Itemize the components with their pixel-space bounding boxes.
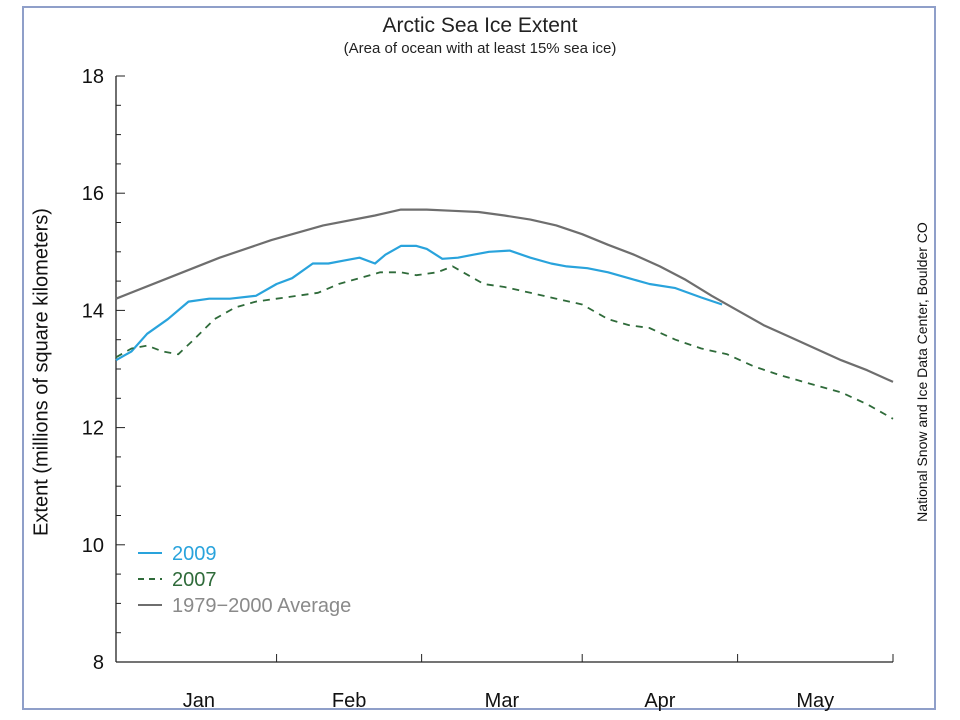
chart-title: Arctic Sea Ice Extent bbox=[382, 14, 578, 37]
x-tick-label: Apr bbox=[644, 690, 675, 712]
x-tick-label: Mar bbox=[485, 690, 520, 712]
x-tick-label: Feb bbox=[332, 690, 366, 712]
chart-subtitle: (Area of ocean with at least 15% sea ice… bbox=[343, 40, 617, 57]
series-line-1 bbox=[115, 265, 894, 420]
slide-frame bbox=[22, 6, 936, 710]
legend-label-1: 2007 bbox=[172, 569, 217, 591]
legend-label-2: 1979−2000 Average bbox=[172, 595, 351, 617]
series-line-0 bbox=[115, 244, 723, 362]
legend-label-0: 2009 bbox=[172, 543, 217, 565]
x-tick-label: May bbox=[796, 690, 834, 712]
y-tick-label: 10 bbox=[82, 535, 104, 557]
y-tick-label: 14 bbox=[82, 300, 104, 322]
y-tick-label: 18 bbox=[82, 66, 104, 88]
y-tick-label: 12 bbox=[82, 418, 104, 440]
series-line-2 bbox=[115, 208, 894, 383]
x-tick-label: Jan bbox=[183, 690, 215, 712]
y-tick-label: 16 bbox=[82, 183, 104, 205]
y-tick-label: 8 bbox=[93, 652, 104, 674]
